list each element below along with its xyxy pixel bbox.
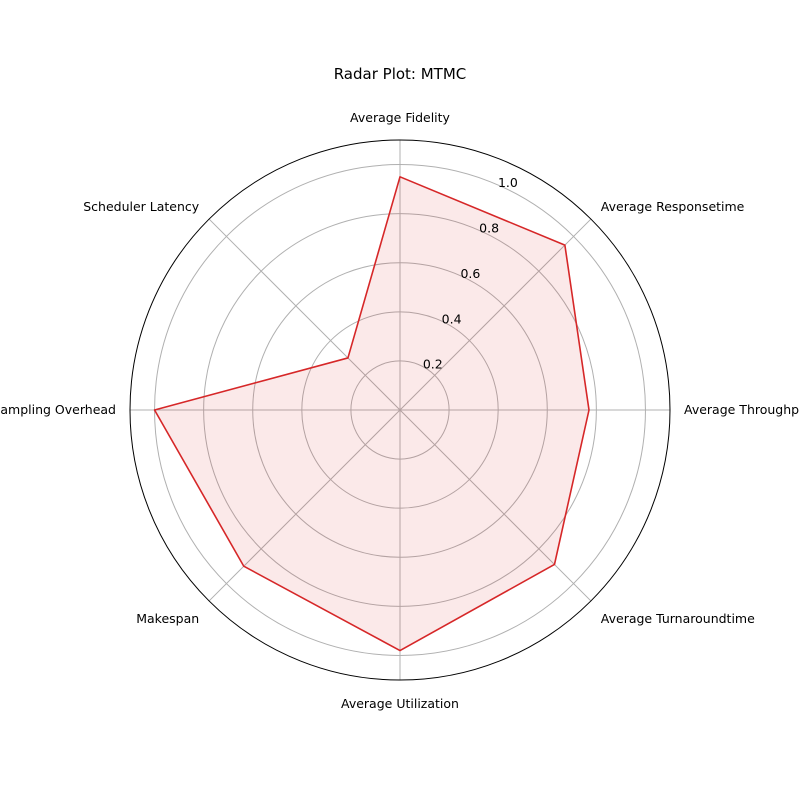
radial-tick-label: 0.4	[442, 311, 462, 326]
data-series	[153, 176, 590, 652]
axis-label: Average Responsetime	[601, 199, 745, 214]
grid-spoke	[399, 218, 592, 411]
chart-title: Radar Plot: MTMC	[334, 65, 467, 83]
radial-tick-label: 0.2	[423, 357, 443, 372]
radial-tick-label: 0.8	[479, 221, 499, 236]
radial-tick-label: 0.6	[460, 266, 480, 281]
axis-label: Makespan	[136, 611, 199, 626]
grid-spoke	[208, 409, 401, 602]
axis-label: Average Turnaroundtime	[601, 611, 755, 626]
grid-spoke	[399, 409, 592, 602]
grid-spoke	[208, 218, 401, 411]
axis-label: Average Utilization	[341, 696, 459, 711]
axis-label: Sampling Overhead	[0, 402, 116, 417]
axis-labels: Average Fidelity Average Responsetime Aver…	[0, 110, 800, 711]
axis-label: Scheduler Latency	[83, 199, 200, 214]
radial-tick-label: 1.0	[498, 175, 518, 190]
series-area	[153, 176, 590, 652]
radial-tick-labels: 0.2 0.4 0.6 0.8 1.0	[423, 175, 518, 371]
polar-frame	[129, 139, 671, 681]
axis-label: Average Throughput	[684, 402, 800, 417]
axis-label: Average Fidelity	[350, 110, 451, 125]
